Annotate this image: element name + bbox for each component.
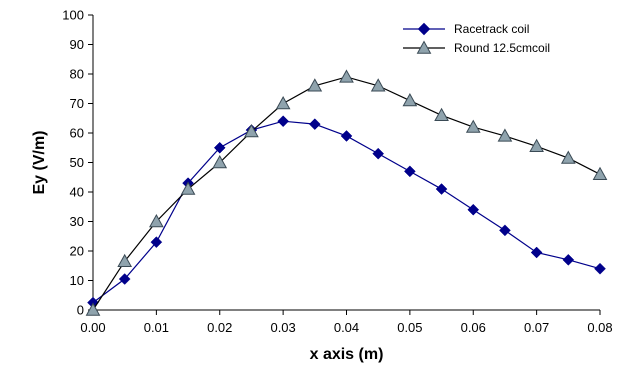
legend: Racetrack coil Round 12.5cmcoil [403,22,550,55]
data-point-diamond [562,253,575,266]
series-layer [85,69,608,316]
data-point-triangle [275,95,291,110]
data-point-triangle [529,138,544,152]
legend-marker-racetrack-diamond-icon [417,22,431,36]
x-axis-title: x axis (m) [310,346,384,363]
y-tick-label: 50 [70,155,84,170]
data-point-triangle [339,69,354,83]
data-point-diamond [530,246,543,259]
data-point-triangle [180,181,196,195]
data-point-triangle [149,213,164,228]
legend-marker-round-triangle-icon [416,40,432,54]
data-point-diamond [372,147,385,160]
y-tick-label: 80 [70,67,84,82]
axes [92,15,600,311]
data-point-triangle [370,78,386,92]
y-tick-label: 100 [62,8,84,23]
y-tick-label: 40 [70,185,84,200]
data-point-diamond [404,165,416,178]
series-line [92,120,601,304]
y-tick-label: 30 [70,214,84,229]
data-point-triangle [560,150,576,164]
data-point-triangle [244,123,259,138]
x-tick-label: 0.01 [144,320,169,335]
x-tick-label: 0.06 [461,320,486,335]
y-tick-label: 20 [70,244,84,259]
y-tick-label: 70 [70,96,84,111]
data-point-triangle [592,166,608,180]
y-tick-label: 90 [70,37,84,52]
x-tick-label: 0.00 [80,320,105,335]
series-line [92,76,601,311]
data-point-diamond [118,273,131,285]
x-tick-label: 0.02 [207,320,232,335]
data-point-diamond [499,224,511,237]
data-point-diamond [594,262,606,275]
data-point-triangle [117,253,133,268]
legend-label-racetrack: Racetrack coil [454,22,529,36]
data-point-triangle [434,107,449,121]
data-point-triangle [85,302,101,316]
data-point-triangle [497,128,513,142]
y-axis-ticks: 0 10 20 30 40 50 60 70 80 90 100 [62,8,93,318]
data-point-diamond [340,130,353,142]
y-axis-title: Ey (V/m) [31,130,48,194]
data-point-diamond [435,183,448,195]
legend-label-round: Round 12.5cmcoil [454,41,550,55]
x-tick-label: 0.07 [524,320,549,335]
y-tick-label: 0 [77,303,84,318]
x-tick-label: 0.04 [334,320,359,335]
x-axis-ticks: 0.00 0.01 0.02 0.03 0.04 0.05 0.06 0.07 0.08 [80,310,613,335]
data-point-triangle [402,93,418,107]
data-point-diamond [277,115,289,128]
data-point-diamond [467,203,480,216]
series-round [85,69,608,316]
y-tick-label: 60 [70,126,84,141]
data-point-triangle [212,154,228,169]
data-point-triangle [465,119,481,133]
x-tick-label: 0.05 [397,320,422,335]
data-point-triangle [307,78,323,92]
x-tick-label: 0.03 [270,320,295,335]
data-point-diamond [308,118,321,131]
data-point-diamond [150,236,163,249]
x-tick-label: 0.08 [587,320,612,335]
data-point-diamond [213,141,226,154]
y-tick-label: 10 [70,273,84,288]
